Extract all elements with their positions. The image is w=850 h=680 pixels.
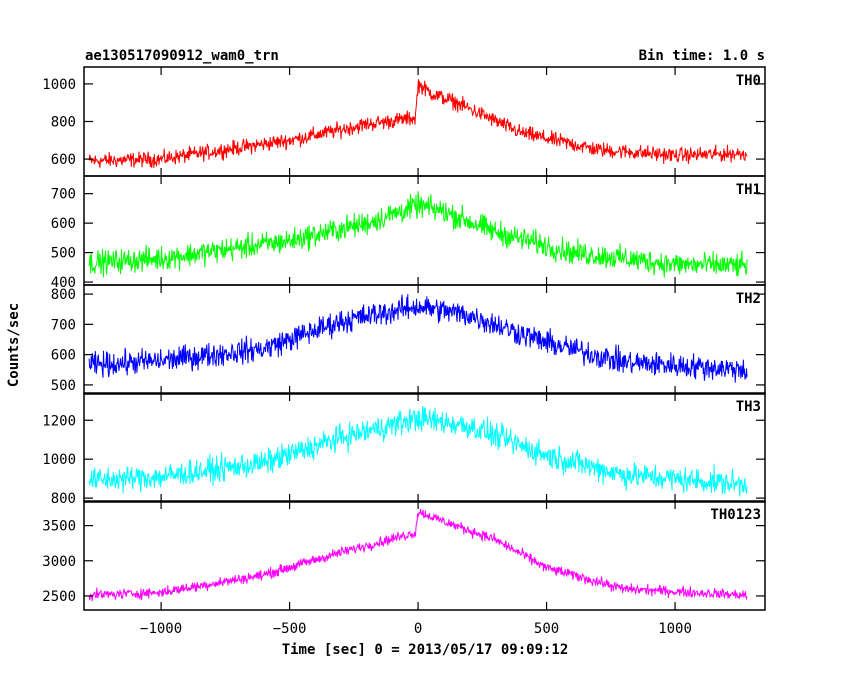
panel-th2: 500 600 700 800 TH2 (51, 284, 766, 395)
series-line-th2 (88, 294, 748, 383)
y-tick-label: 800 (51, 115, 76, 131)
y-tick-label: 3000 (42, 554, 76, 570)
panel-th1: 400 500 600 700 TH1 (51, 175, 766, 291)
y-tick-label: 3500 (42, 519, 76, 535)
y-tick-label: 600 (51, 348, 76, 364)
y-tick-label: 800 (51, 287, 76, 303)
panel-name-label: TH1 (736, 182, 761, 198)
y-tick-label: 400 (51, 275, 76, 291)
y-tick-label: 700 (51, 187, 76, 203)
y-tick-label: 1200 (42, 413, 76, 429)
panel-frame (83, 284, 766, 395)
panel-name-label: TH0123 (710, 507, 761, 523)
series-line-th3 (88, 405, 748, 497)
chart-title: ae130517090912_wam0_trn (85, 48, 279, 64)
y-tick-label: 2500 (42, 589, 76, 605)
y-tick-label: 500 (51, 246, 76, 262)
x-tick-label: −500 (273, 621, 307, 637)
y-tick-label: 700 (51, 317, 76, 333)
x-axis-label: Time [sec] 0 = 2013/05/17 09:09:12 (282, 642, 569, 658)
panel-name-label: TH3 (736, 399, 761, 415)
panels-group: 600 800 1000 TH0 400 500 600 700 TH1 500 600 700 800… (42, 66, 766, 637)
panel-frame (83, 175, 766, 286)
y-tick-label: 1000 (42, 452, 76, 468)
series-line-th0123 (88, 509, 748, 602)
bin-time-label: Bin time: 1.0 s (639, 48, 765, 64)
panel-name-label: TH0 (736, 73, 761, 89)
x-tick-label: −1000 (140, 621, 182, 637)
y-tick-label: 600 (51, 152, 76, 168)
panel-name-label: TH2 (736, 291, 761, 307)
y-tick-label: 800 (51, 491, 76, 507)
y-tick-label: 600 (51, 216, 76, 232)
series-line-th1 (88, 191, 748, 278)
panel-th3: 800 1000 1200 TH3 (42, 392, 766, 507)
x-tick-label: 1000 (658, 621, 692, 637)
x-tick-label: 0 (414, 621, 422, 637)
y-axis-label: Counts/sec (6, 303, 22, 387)
panel-th0123: 2500 3000 3500 TH0123 (42, 500, 766, 611)
panel-th0: 600 800 1000 TH0 (42, 66, 766, 177)
y-tick-label: 500 (51, 378, 76, 394)
y-tick-label: 1000 (42, 77, 76, 93)
panel-frame (83, 500, 766, 611)
series-line-th0 (88, 79, 748, 168)
panel-frame (83, 392, 766, 503)
x-tick-label: 500 (534, 621, 559, 637)
